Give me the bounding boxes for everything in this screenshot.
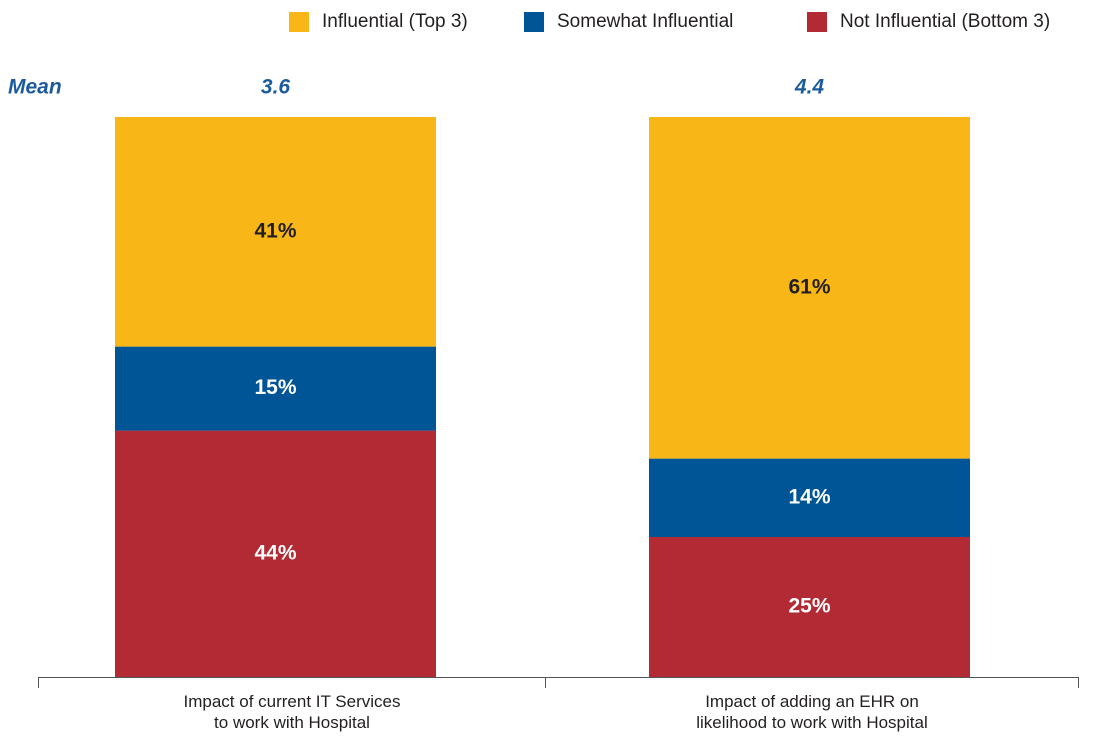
data-label: 41% xyxy=(254,219,296,242)
legend-swatch xyxy=(807,12,827,32)
bar-segment xyxy=(115,346,436,431)
x-tick-label-line: Impact of adding an EHR on xyxy=(705,692,919,711)
legend-label: Somewhat Influential xyxy=(557,11,733,32)
mean-label: Mean xyxy=(8,76,62,99)
data-label: 61% xyxy=(788,275,830,298)
data-label: 25% xyxy=(788,595,830,618)
bar-segment xyxy=(649,537,970,677)
bar-segment xyxy=(115,430,436,677)
legend-swatch xyxy=(289,12,309,32)
bar-segment xyxy=(649,458,970,537)
data-label: 44% xyxy=(254,541,296,564)
x-tick-label-line: Impact of current IT Services xyxy=(184,692,401,711)
bar-segment xyxy=(115,117,436,347)
legend-label: Not Influential (Bottom 3) xyxy=(840,11,1050,32)
legend-label: Influential (Top 3) xyxy=(322,11,468,32)
mean-value: 3.6 xyxy=(261,76,291,99)
bar-segment xyxy=(649,117,970,459)
x-tick-label: Impact of adding an EHR on likelihood to … xyxy=(696,692,928,732)
mean-value: 4.4 xyxy=(794,76,825,99)
legend-swatch xyxy=(524,12,544,32)
data-label: 14% xyxy=(788,485,830,508)
x-tick-label: Impact of current IT Services to work wit… xyxy=(184,692,401,732)
data-label: 15% xyxy=(254,376,296,399)
x-tick-label-line: to work with Hospital xyxy=(214,713,370,732)
x-tick-label-line: likelihood to work with Hospital xyxy=(696,713,928,732)
